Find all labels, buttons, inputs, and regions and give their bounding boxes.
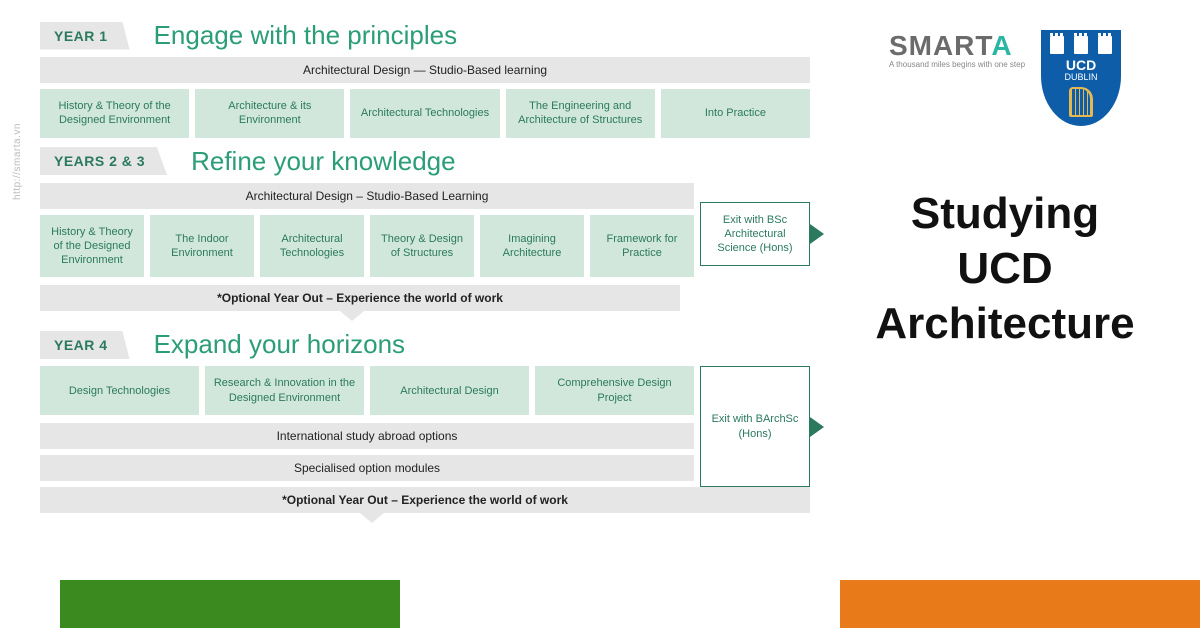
harp-icon xyxy=(1069,87,1093,117)
year4-header: YEAR 4 Expand your horizons xyxy=(40,329,810,360)
module: Theory & Design of Structures xyxy=(370,215,474,278)
year23-exit-col: Exit with BSc Architectural Science (Hon… xyxy=(700,183,810,286)
year23-main: Architectural Design – Studio-Based Lear… xyxy=(40,183,694,286)
module: Framework for Practice xyxy=(590,215,694,278)
main-title: Studying UCD Architecture xyxy=(875,186,1134,351)
module: Design Technologies xyxy=(40,366,199,415)
year1-tab: YEAR 1 xyxy=(40,22,130,50)
year23-title: Refine your knowledge xyxy=(191,146,456,177)
year23-exit-box: Exit with BSc Architectural Science (Hon… xyxy=(700,202,810,267)
connector-down-icon xyxy=(340,311,364,321)
diagram-column: http://smarta.vn YEAR 1 Engage with the … xyxy=(0,0,820,628)
module: The Engineering and Architecture of Stru… xyxy=(506,89,655,138)
smarta-text-1: SMART xyxy=(889,30,991,61)
year23-row: Architectural Design – Studio-Based Lear… xyxy=(40,183,810,286)
ucd-logo: UCD DUBLIN xyxy=(1041,30,1121,126)
year4-bar1: International study abroad options xyxy=(40,423,694,449)
year23-header: YEARS 2 & 3 Refine your knowledge xyxy=(40,146,810,177)
ucd-line1: UCD xyxy=(1041,58,1121,73)
year4-row: Design Technologies Research & Innovatio… xyxy=(40,366,810,487)
connector-down-icon xyxy=(360,513,384,523)
module: Architectural Technologies xyxy=(260,215,364,278)
year23-modules: History & Theory of the Designed Environ… xyxy=(40,215,694,278)
title-line2: UCD xyxy=(875,241,1134,296)
arrow-right-icon xyxy=(810,224,824,244)
smarta-wordmark: SMARTA xyxy=(889,30,1013,62)
year1-header: YEAR 1 Engage with the principles xyxy=(40,20,810,51)
year4-section: YEAR 4 Expand your horizons Design Techn… xyxy=(40,329,810,523)
module: Comprehensive Design Project xyxy=(535,366,694,415)
right-column: SMARTA A thousand miles begins with one … xyxy=(820,0,1200,628)
module: History & Theory of the Designed Environ… xyxy=(40,89,189,138)
module: Imagining Architecture xyxy=(480,215,584,278)
castle-icon xyxy=(1050,36,1064,54)
ucd-shield-icon: UCD DUBLIN xyxy=(1041,30,1121,126)
year4-tab: YEAR 4 xyxy=(40,331,130,359)
module: Research & Innovation in the Designed En… xyxy=(205,366,364,415)
year4-main: Design Technologies Research & Innovatio… xyxy=(40,366,694,487)
module: History & Theory of the Designed Environ… xyxy=(40,215,144,278)
ucd-text: UCD DUBLIN xyxy=(1041,58,1121,83)
castle-icon xyxy=(1098,36,1112,54)
module: Architectural Technologies xyxy=(350,89,499,138)
title-line3: Architecture xyxy=(875,296,1134,351)
year23-bar1: Architectural Design – Studio-Based Lear… xyxy=(40,183,694,209)
year4-exit-box: Exit with BArchSc (Hons) xyxy=(700,366,810,487)
year23-tab: YEARS 2 & 3 xyxy=(40,147,167,175)
ucd-castles xyxy=(1041,30,1121,56)
smarta-logo: SMARTA A thousand miles begins with one … xyxy=(889,30,1025,69)
year1-title: Engage with the principles xyxy=(154,20,458,51)
logos-row: SMARTA A thousand miles begins with one … xyxy=(889,30,1121,126)
year1-section: YEAR 1 Engage with the principles Archit… xyxy=(40,20,810,138)
module: Into Practice xyxy=(661,89,810,138)
year4-title: Expand your horizons xyxy=(154,329,405,360)
smarta-text-2: A xyxy=(991,30,1012,61)
watermark-text: http://smarta.vn xyxy=(12,123,23,200)
module: Architectural Design xyxy=(370,366,529,415)
module: The Indoor Environment xyxy=(150,215,254,278)
year23-bar2: *Optional Year Out – Experience the worl… xyxy=(40,285,680,311)
arrow-right-icon xyxy=(810,417,824,437)
year4-exit-col: Exit with BArchSc (Hons) xyxy=(700,366,810,487)
castle-icon xyxy=(1074,36,1088,54)
year23-section: YEARS 2 & 3 Refine your knowledge Archit… xyxy=(40,146,810,322)
year1-bar: Architectural Design — Studio-Based lear… xyxy=(40,57,810,83)
main-layout: http://smarta.vn YEAR 1 Engage with the … xyxy=(0,0,1200,628)
year4-bar2: Specialised option modules xyxy=(40,455,694,481)
smarta-tagline: A thousand miles begins with one step xyxy=(889,60,1025,69)
year4-bar3: *Optional Year Out – Experience the worl… xyxy=(40,487,810,513)
module: Architecture & its Environment xyxy=(195,89,344,138)
ucd-line2: DUBLIN xyxy=(1041,73,1121,83)
title-line1: Studying xyxy=(875,186,1134,241)
year4-modules: Design Technologies Research & Innovatio… xyxy=(40,366,694,415)
year1-modules: History & Theory of the Designed Environ… xyxy=(40,89,810,138)
